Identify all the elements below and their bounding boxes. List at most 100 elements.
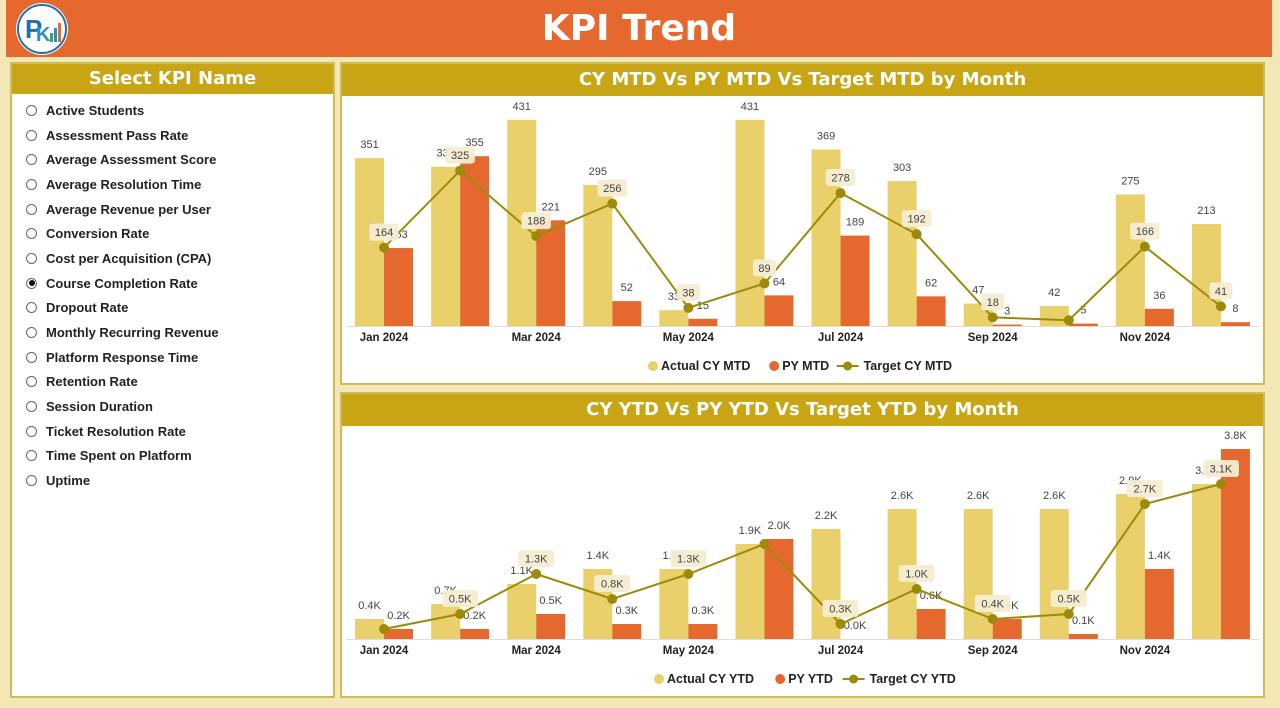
radio-button-icon[interactable] — [26, 401, 37, 413]
kpi-option[interactable]: Average Assessment Score — [26, 147, 219, 172]
data-label-target: 188 — [527, 216, 545, 228]
target-point — [1063, 609, 1074, 619]
radio-button-icon[interactable] — [26, 302, 37, 314]
data-label-py: 62 — [925, 277, 937, 289]
legend-label: PY YTD — [788, 672, 833, 686]
radio-button-icon[interactable] — [26, 252, 37, 264]
radio-button-icon[interactable] — [26, 327, 37, 339]
target-label-group: 2.7K — [1126, 480, 1163, 497]
data-label-py: 1.4K — [1148, 550, 1171, 562]
target-point — [455, 609, 466, 619]
target-point — [1139, 241, 1150, 252]
target-point — [835, 619, 846, 629]
target-label-box — [1130, 222, 1160, 240]
kpi-option[interactable]: Platform Response Time — [26, 345, 219, 370]
target-point — [531, 231, 542, 242]
legend-label: Actual CY YTD — [667, 672, 754, 686]
radio-button-icon[interactable] — [26, 129, 37, 141]
target-label-group: 1.3K — [670, 550, 707, 567]
data-label-actual: 303 — [893, 162, 911, 174]
target-label-group: 1.3K — [518, 550, 555, 567]
data-label-actual: 1.1K — [510, 565, 533, 577]
target-label-group: 18 — [981, 293, 1005, 311]
data-label-actual: 1.4K — [586, 550, 609, 562]
data-label-actual: 42 — [1048, 287, 1060, 299]
data-label-target: 89 — [758, 263, 770, 275]
bar-py — [384, 629, 414, 639]
target-label-box — [594, 575, 631, 592]
radio-button-icon[interactable] — [26, 475, 37, 487]
x-tick-label: Mar 2024 — [512, 332, 562, 344]
target-label-box — [521, 212, 551, 230]
radio-button-icon[interactable] — [26, 228, 37, 240]
bar-actual — [355, 619, 385, 639]
bar-py — [688, 624, 718, 639]
x-tick-label: May 2024 — [663, 332, 715, 344]
kpi-option[interactable]: Monthly Recurring Revenue — [26, 320, 219, 345]
target-point — [759, 539, 770, 549]
target-label-group: 256 — [597, 179, 628, 197]
kpi-option[interactable]: Session Duration — [26, 394, 219, 419]
bar-actual — [1191, 484, 1221, 639]
x-tick-label: Sep 2024 — [968, 332, 1018, 344]
kpi-option[interactable]: Average Revenue per User — [26, 197, 219, 222]
data-label-py: 5 — [1080, 305, 1086, 317]
kpi-option[interactable]: Ticket Resolution Rate — [26, 419, 219, 444]
kpi-option[interactable]: Retention Rate — [26, 370, 219, 395]
kpi-selector-panel: Select KPI Name Active Students Assessmen… — [10, 62, 335, 698]
target-label-box — [898, 565, 935, 582]
data-label-actual: 431 — [741, 101, 759, 113]
kpi-option-label: Average Revenue per User — [46, 201, 211, 217]
mtd-chart-panel: CY MTD Vs PY MTD Vs Target MTD by Month … — [340, 62, 1265, 385]
data-label-target: 18 — [987, 297, 999, 309]
kpi-option[interactable]: Uptime — [26, 468, 219, 493]
kpi-option-label: Cost per Acquisition (CPA) — [46, 250, 212, 266]
target-label-box — [981, 293, 1005, 311]
kpi-option[interactable]: Assessment Pass Rate — [26, 123, 219, 148]
kpi-option-label: Average Assessment Score — [46, 152, 217, 168]
radio-button-icon[interactable] — [26, 450, 37, 462]
target-label-box — [442, 590, 479, 607]
kpi-option-label: Monthly Recurring Revenue — [46, 325, 219, 341]
target-point — [379, 242, 390, 253]
kpi-option[interactable]: Average Resolution Time — [26, 172, 219, 197]
kpi-option[interactable]: Time Spent on Platform — [26, 444, 219, 469]
data-label-py: 0.1K — [1072, 615, 1095, 627]
target-label-group: 164 — [369, 223, 399, 241]
data-label-target: 1.0K — [905, 569, 928, 581]
radio-button-icon[interactable] — [26, 104, 37, 116]
target-label-box — [445, 146, 475, 164]
data-label-py: 0.5K — [539, 595, 562, 607]
target-point — [455, 165, 466, 176]
kpi-option-label: Ticket Resolution Rate — [46, 423, 186, 439]
radio-button-icon[interactable] — [26, 376, 37, 388]
kpi-option-label: Course Completion Rate — [46, 275, 198, 291]
kpi-option[interactable]: Active Students — [26, 98, 219, 123]
radio-button-icon[interactable] — [26, 154, 37, 166]
target-label-box — [597, 179, 628, 197]
target-label-box — [670, 550, 707, 567]
radio-button-icon[interactable] — [26, 277, 37, 289]
labels-group: 3511633333554312212955233154316436918930… — [360, 101, 1238, 318]
x-tick-label: Sep 2024 — [968, 645, 1018, 657]
legend-swatch-icon — [654, 674, 664, 684]
data-label-target: 256 — [603, 183, 621, 195]
radio-button-icon[interactable] — [26, 425, 37, 437]
x-tick-label: Mar 2024 — [512, 645, 562, 657]
radio-button-icon[interactable] — [26, 351, 37, 363]
legend-swatch-icon — [775, 674, 786, 684]
legend-label: Actual CY MTD — [661, 359, 750, 373]
legend-swatch-icon — [849, 674, 859, 684]
target-label-box — [1209, 282, 1233, 300]
data-label-py: 0.3K — [692, 605, 715, 617]
kpi-option[interactable]: Cost per Acquisition (CPA) — [26, 246, 219, 271]
ytd-chart: 0.4K0.2K0.7K0.2K1.1K0.5K1.4K0.3K1.4K0.3K… — [346, 430, 1259, 686]
kpi-option[interactable]: Course Completion Rate — [26, 271, 219, 296]
kpi-option[interactable]: Conversion Rate — [26, 221, 219, 246]
radio-button-icon[interactable] — [26, 203, 37, 215]
radio-button-icon[interactable] — [26, 178, 37, 190]
bar-py — [1068, 323, 1098, 326]
kpi-option[interactable]: Dropout Rate — [26, 296, 219, 321]
bar-py — [612, 624, 642, 639]
target-point — [683, 569, 694, 579]
